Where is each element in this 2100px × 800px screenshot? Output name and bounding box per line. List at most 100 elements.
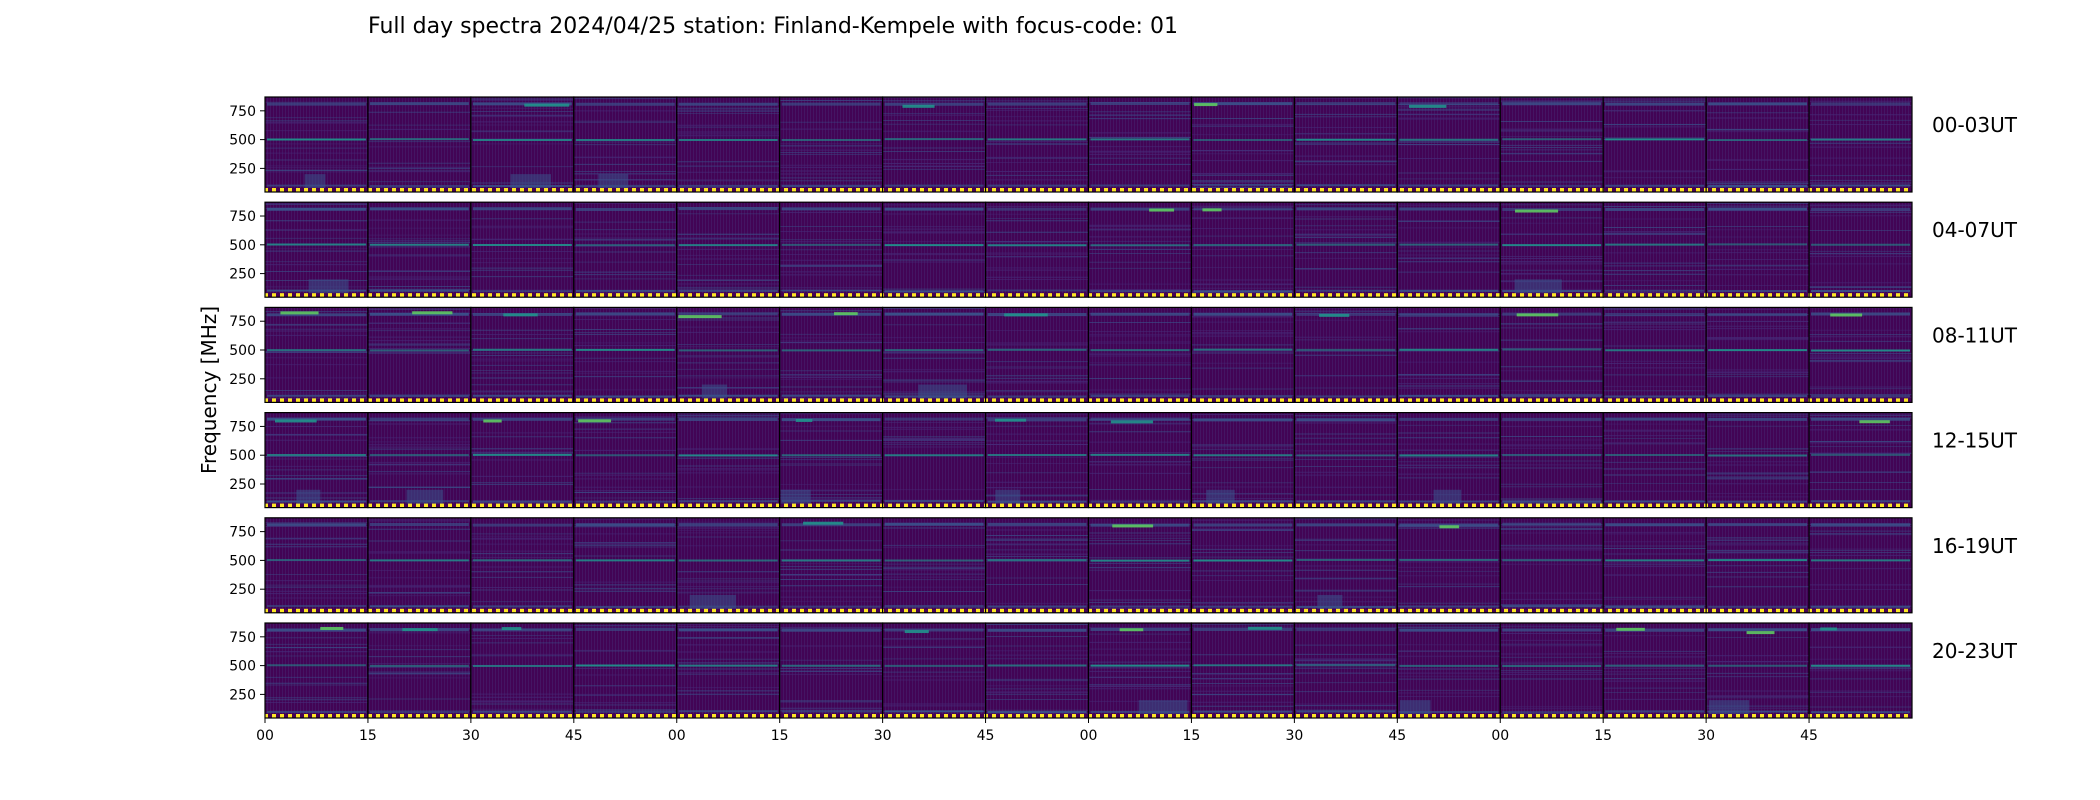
baseline-marker [882,398,986,403]
x-tick-label: 15 [1594,728,1612,744]
x-tick-label: 30 [1285,728,1303,744]
spectra-row: 250 500 750 04-07UT [229,201,2018,298]
spectrum-panel [1602,412,1707,509]
panel-texture [676,97,780,192]
x-tick-label: 00 [1491,728,1509,744]
signal-burst [1149,208,1175,212]
x-tick-label: 15 [1183,728,1201,744]
baseline-marker [882,293,986,298]
signal-burst [1516,313,1559,317]
signal-burst [1830,313,1863,317]
spectrum-panel [1396,412,1501,509]
baseline-marker [1191,714,1295,718]
panel-texture [985,307,1089,403]
baseline-marker [1397,608,1501,613]
panel-texture [1809,202,1912,298]
spectrum-panel [1602,306,1707,403]
y-tick-label: 750 [229,525,256,541]
baseline-marker [1500,503,1604,508]
panel-texture [1294,623,1398,718]
baseline-marker [882,608,986,613]
y-tick-label: 750 [229,314,256,330]
spectrum-panel [1087,201,1193,298]
spectrum-panel [1396,96,1501,193]
spectrum-panel [470,96,575,193]
panel-texture [1294,412,1398,508]
baseline-marker [676,608,780,613]
panel-texture [882,97,986,192]
baseline-marker [367,293,471,298]
x-tick-label: 30 [874,728,892,744]
panel-texture [1397,307,1501,403]
baseline-marker [1706,188,1810,192]
spectrum-panel [779,96,884,193]
signal-burst [274,419,317,423]
low-frequency-block [995,489,1021,506]
panel-texture [367,307,471,403]
y-tick-label: 250 [229,161,256,177]
x-tick-label: 45 [1388,728,1406,744]
spectrum-panel [1705,622,1810,719]
spectrum-panel [264,517,369,614]
baseline-marker [1809,398,1912,403]
spectrum-panel [882,517,987,614]
baseline-marker [779,293,883,298]
baseline-marker [1500,398,1604,403]
baseline-marker [367,608,471,613]
signal-burst [1409,104,1447,108]
baseline-marker [1500,608,1604,613]
spectrum-panel [676,201,781,298]
baseline-marker [265,293,368,298]
spectrum-panel [1190,517,1295,614]
baseline-marker [1603,608,1707,613]
baseline-marker [1088,714,1192,718]
signal-burst [1746,631,1775,635]
spectrum-panel [367,96,472,193]
signal-burst [795,418,813,422]
signal-burst [1319,313,1350,317]
x-axis: 00 15 30 45 00 15 30 45 00 15 30 45 00 15 30 45 [256,718,1818,744]
spectrum-panel [1705,201,1810,298]
baseline-marker [676,714,780,718]
signal-burst [1202,208,1222,212]
spectrum-panel [984,412,1090,509]
baseline-marker [779,608,883,613]
panel-texture [882,202,986,298]
spectrum-panel [1808,412,1913,509]
panel-texture [573,517,677,613]
panel-texture [1809,517,1912,613]
baseline-marker [573,503,677,508]
spectrum-panel [1808,96,1913,193]
signal-burst [1119,628,1144,632]
baseline-marker [470,293,574,298]
baseline-marker [1294,188,1398,192]
spectrum-panel [367,306,472,403]
baseline-marker [985,188,1089,192]
baseline-marker [1809,293,1912,298]
signal-burst [1820,627,1837,631]
panel-texture [1500,97,1604,192]
panel-texture [1706,97,1810,192]
spectrum-panel [1808,517,1913,614]
spectrum-panel [367,201,472,298]
baseline-marker [265,714,368,718]
signal-burst [1616,627,1645,631]
baseline-marker [1191,188,1295,192]
x-tick-label: 45 [977,728,995,744]
baseline-marker [1191,608,1295,613]
panel-texture [985,202,1089,298]
panel-texture [573,412,677,508]
low-frequency-block [918,384,967,401]
low-frequency-block [308,279,349,296]
baseline-marker [1397,503,1501,508]
baseline-marker [779,714,883,718]
spectrum-panel [1087,412,1193,509]
baseline-marker [1500,293,1604,298]
panel-texture [573,623,677,718]
y-tick-label: 250 [229,372,256,388]
spectrum-panel [882,201,987,298]
panel-texture [985,517,1089,613]
panel-texture [676,412,780,508]
signal-burst [1194,103,1218,107]
